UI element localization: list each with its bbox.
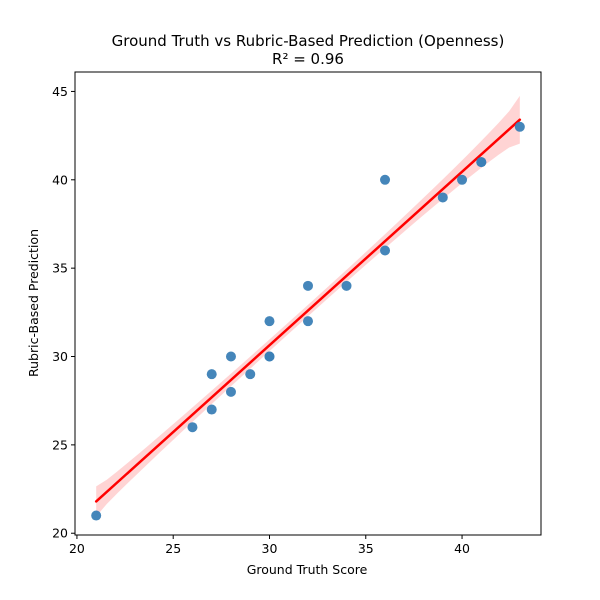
data-point-16 <box>457 174 468 185</box>
data-point-0 <box>91 510 102 521</box>
x-tick-label: 35 <box>358 541 374 556</box>
chart-subtitle: R² = 0.96 <box>272 50 344 68</box>
data-point-8 <box>264 351 275 362</box>
data-point-2 <box>206 404 217 415</box>
y-tick-label: 40 <box>52 172 68 187</box>
data-point-19 <box>514 121 525 132</box>
points-layer <box>91 121 525 521</box>
data-point-13 <box>380 245 391 256</box>
x-tick-label: 40 <box>454 541 470 556</box>
regression-line <box>94 118 522 503</box>
x-axis-label: Ground Truth Score <box>247 562 368 577</box>
x-tick-label: 20 <box>69 541 85 556</box>
confidence-band <box>96 95 520 517</box>
data-point-11 <box>303 280 313 291</box>
data-point-9 <box>264 316 275 327</box>
data-point-6 <box>245 369 256 380</box>
confidence-band-layer <box>96 95 520 517</box>
y-tick-label: 20 <box>52 526 68 541</box>
x-tick-label: 25 <box>165 541 181 556</box>
data-point-10 <box>303 316 313 327</box>
y-tick-label: 30 <box>52 349 68 364</box>
data-point-15 <box>437 192 448 203</box>
plot-frame <box>74 71 542 536</box>
chart-title: Ground Truth vs Rubric-Based Prediction … <box>112 32 505 50</box>
data-point-14 <box>380 174 391 185</box>
data-point-12 <box>341 280 352 291</box>
y-tick-label: 45 <box>52 84 68 99</box>
data-point-1 <box>187 422 198 433</box>
y-axis-ticks: 20 25 30 35 40 45 <box>52 84 75 541</box>
y-axis-label: Rubric-Based Prediction <box>26 229 41 377</box>
y-tick-label: 35 <box>52 261 68 276</box>
data-point-4 <box>225 386 236 397</box>
data-point-3 <box>206 369 217 380</box>
data-point-5 <box>225 351 236 362</box>
regression-line-layer <box>94 118 522 503</box>
y-tick-label: 25 <box>52 437 68 452</box>
x-tick-label: 30 <box>262 541 278 556</box>
data-point-18 <box>476 157 487 168</box>
x-axis-ticks: 20 25 30 35 40 <box>69 535 470 556</box>
